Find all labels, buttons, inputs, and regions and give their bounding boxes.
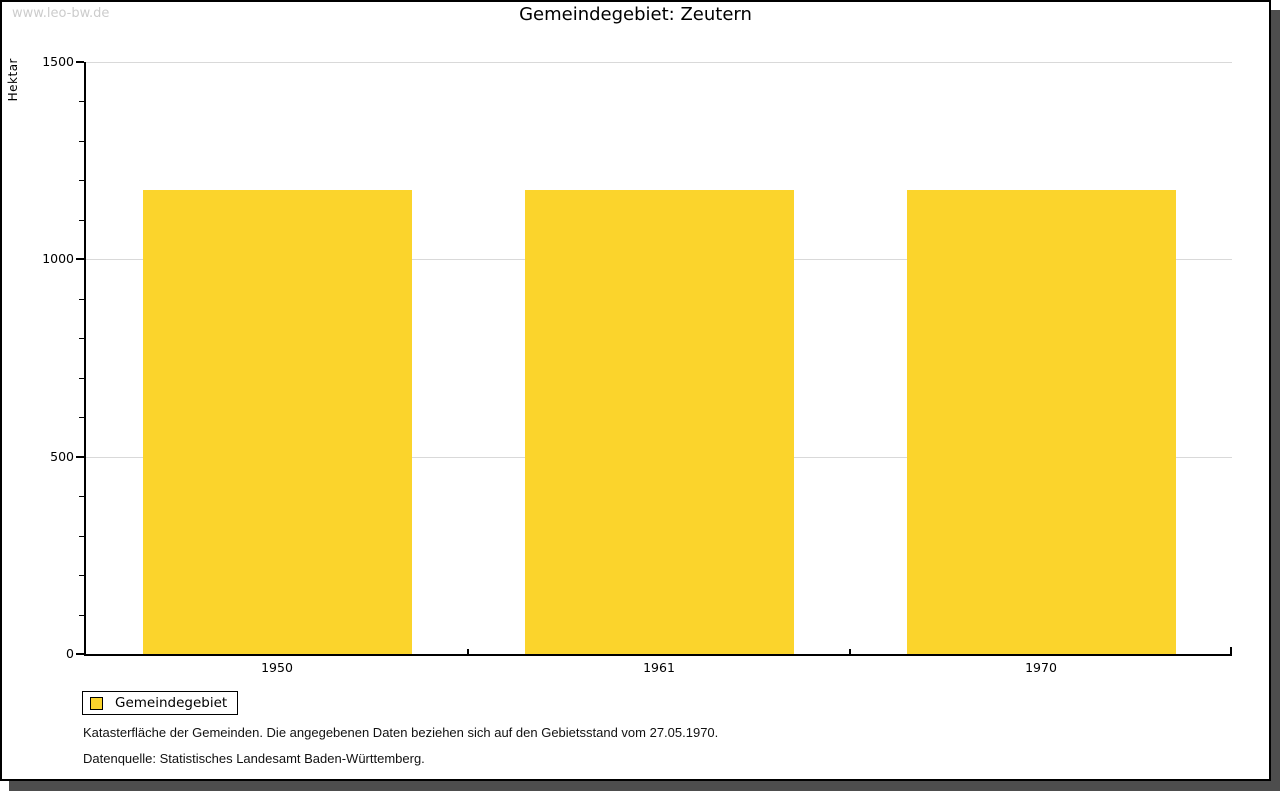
y-tick-minor <box>79 575 84 577</box>
y-tick-label: 1500 <box>42 54 74 69</box>
y-tick-minor <box>79 140 84 142</box>
y-axis-label: Hektar <box>6 58 20 102</box>
bar-1970 <box>906 189 1176 654</box>
y-tick-minor <box>79 614 84 616</box>
y-tick-major <box>76 455 84 458</box>
y-tick-major <box>76 61 84 63</box>
y-tick-minor <box>79 101 84 103</box>
x-category-label: 1961 <box>643 660 675 675</box>
y-tick-label: 500 <box>50 448 74 464</box>
plot-area: 0 500 1000 1500 1950 1961 1970 <box>42 54 1232 675</box>
x-axis-end-tick <box>1230 647 1232 654</box>
y-tick-minor <box>79 338 84 340</box>
y-tick-major <box>76 653 84 655</box>
y-tick-major <box>76 258 84 261</box>
x-category-label: 1970 <box>1025 660 1057 675</box>
caption-line-2: Datenquelle: Statistisches Landesamt Bad… <box>83 751 425 766</box>
legend-label: Gemeindegebiet <box>115 695 228 711</box>
y-tick-label: 0 <box>66 646 74 661</box>
y-tick-minor <box>79 219 84 221</box>
bar-1950 <box>142 189 412 654</box>
x-category-label: 1950 <box>261 660 293 675</box>
y-tick-minor <box>79 180 84 182</box>
y-tick-label: 1000 <box>42 251 74 267</box>
y-tick-minor <box>79 298 84 300</box>
bar-1961 <box>524 189 794 654</box>
y-tick-minor <box>79 535 84 537</box>
y-tick-minor <box>79 377 84 379</box>
gridline <box>86 62 1232 63</box>
watermark-text: www.leo-bw.de <box>12 6 110 21</box>
x-tick <box>849 649 851 654</box>
legend-swatch-icon <box>90 696 103 710</box>
legend-box: Gemeindegebiet <box>82 691 239 715</box>
caption-line-1: Katasterfläche der Gemeinden. Die angege… <box>83 725 719 740</box>
y-tick-minor <box>79 417 84 419</box>
chart-title: Gemeindegebiet: Zeutern <box>519 4 752 25</box>
y-tick-minor <box>79 496 84 498</box>
x-tick <box>467 649 469 654</box>
